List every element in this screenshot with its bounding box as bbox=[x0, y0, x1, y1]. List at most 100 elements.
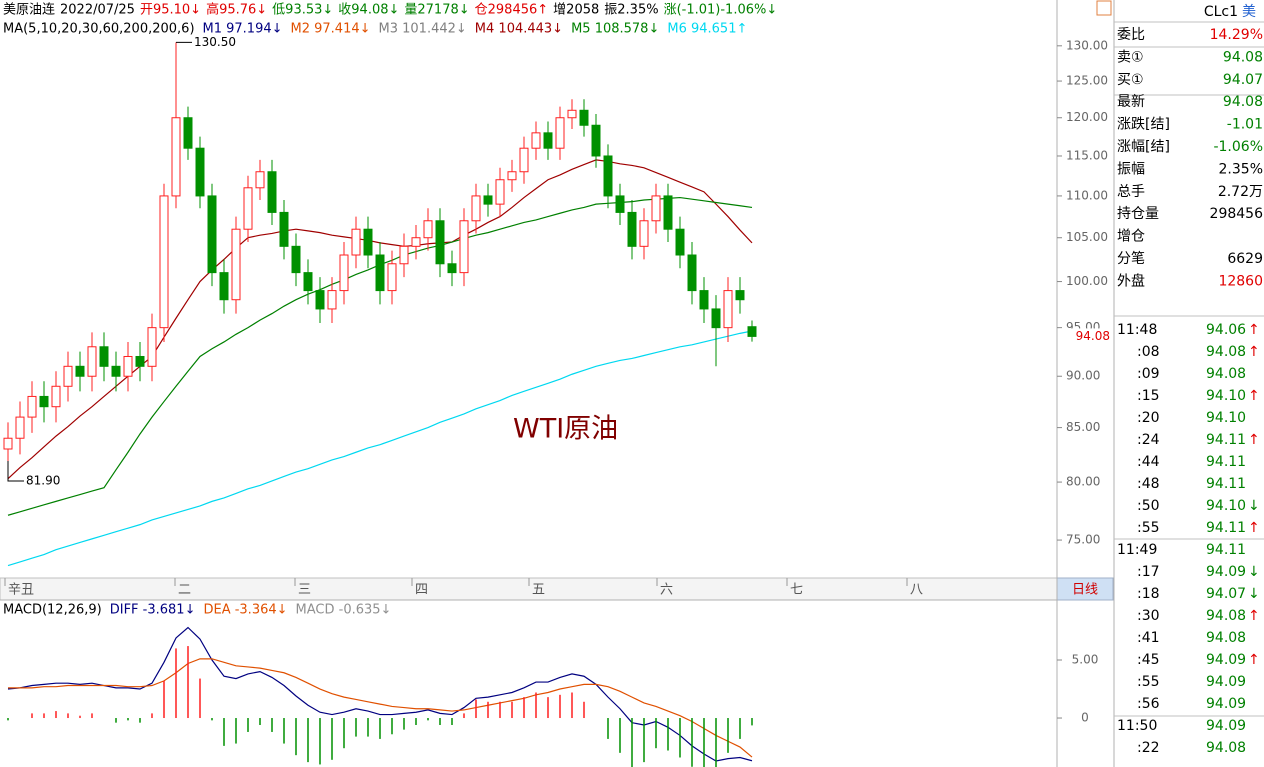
quote-label: 委比 bbox=[1117, 27, 1145, 43]
candle-body bbox=[411, 237, 421, 247]
tick-time: :15 bbox=[1137, 388, 1160, 404]
price-plot bbox=[3, 42, 757, 567]
candle-body bbox=[51, 385, 61, 408]
tick-time: :24 bbox=[1137, 432, 1160, 448]
candle-body bbox=[279, 211, 289, 247]
symbol: CLc1 bbox=[1204, 4, 1238, 20]
tick-time: 11:50 bbox=[1117, 718, 1157, 734]
tick-price: 94.08 bbox=[1206, 740, 1246, 756]
quote-label: 分笔 bbox=[1117, 251, 1145, 267]
candle-body bbox=[3, 437, 13, 450]
ma-legend: M4 104.443↓ bbox=[475, 22, 563, 37]
candle-body bbox=[495, 179, 505, 205]
quote-label: 总手 bbox=[1117, 184, 1145, 200]
y-tick-label: 130.00 bbox=[1066, 38, 1108, 52]
tick-direction: ↑ bbox=[1248, 520, 1260, 536]
candle-body bbox=[579, 109, 589, 126]
candle-body bbox=[327, 290, 337, 310]
candle-body bbox=[735, 290, 745, 301]
tick-time: :09 bbox=[1137, 366, 1160, 382]
quote-label: 持仓量 bbox=[1117, 206, 1159, 222]
tick-direction: ↓ bbox=[1248, 498, 1260, 514]
macd-line bbox=[7, 626, 753, 762]
y-tick-label: 105.00 bbox=[1066, 230, 1108, 244]
tick-direction: ↑ bbox=[1248, 344, 1260, 360]
y-tick-label: 120.00 bbox=[1066, 110, 1108, 124]
quote-label: 涨跌[结] bbox=[1117, 117, 1170, 133]
candle-body bbox=[663, 195, 673, 230]
tick-direction: ↑ bbox=[1248, 608, 1260, 624]
tick-price: 94.10 bbox=[1206, 498, 1246, 514]
candle-body bbox=[207, 195, 217, 274]
y-tick-label: 80.00 bbox=[1066, 475, 1100, 489]
tick-price: 94.08 bbox=[1206, 344, 1246, 360]
candle-body bbox=[435, 220, 445, 265]
macd-legend: MACD -0.635↓ bbox=[296, 603, 392, 618]
tick-time: :17 bbox=[1137, 564, 1160, 580]
tick-price: 94.08 bbox=[1206, 366, 1246, 382]
x-tick-label: 五 bbox=[532, 583, 545, 598]
quote-label: 买① bbox=[1117, 72, 1144, 88]
panel-button[interactable] bbox=[1096, 0, 1112, 16]
ma-legend: M1 97.194↓ bbox=[203, 22, 283, 37]
tick-price: 94.06 bbox=[1206, 322, 1246, 338]
header-item: 振2.35% bbox=[604, 3, 658, 18]
tick-price: 94.09 bbox=[1206, 564, 1246, 580]
candle-body bbox=[171, 117, 181, 197]
tick-price: 94.09 bbox=[1206, 652, 1246, 668]
header-item: 量27178↓ bbox=[404, 3, 469, 18]
tick-time: :22 bbox=[1137, 740, 1160, 756]
last-price: 94.08 bbox=[1076, 329, 1110, 343]
tick-price: 94.11 bbox=[1206, 432, 1246, 448]
candle-body bbox=[147, 327, 157, 367]
quote-value: 2.72万 bbox=[1218, 184, 1263, 200]
candle-body bbox=[219, 272, 229, 301]
y-tick-label: 100.00 bbox=[1066, 274, 1108, 288]
x-tick-label: 辛丑 bbox=[8, 583, 34, 598]
x-tick-label: 三 bbox=[298, 583, 311, 598]
tick-price: 94.11 bbox=[1206, 454, 1246, 470]
quote-value: 94.08 bbox=[1223, 49, 1263, 65]
tick-time: :55 bbox=[1137, 520, 1160, 536]
tick-time: 11:49 bbox=[1117, 542, 1157, 558]
market: 美 bbox=[1242, 4, 1256, 20]
header-item: 开95.10↓ bbox=[140, 3, 201, 18]
low-annotation: 81.90 bbox=[26, 473, 60, 487]
candle-body bbox=[87, 346, 97, 377]
macd-legend: DEA -3.364↓ bbox=[203, 603, 287, 618]
candle-body bbox=[39, 395, 49, 408]
candle-body bbox=[723, 290, 733, 329]
ma-label: MA(5,10,20,30,60,200,200,6) bbox=[3, 22, 195, 37]
quote-value: 6629 bbox=[1227, 251, 1263, 267]
candle-body bbox=[135, 355, 145, 367]
candle-body bbox=[15, 416, 25, 439]
candle-body bbox=[315, 290, 325, 310]
tick-price: 94.08 bbox=[1206, 608, 1246, 624]
tick-direction: ↑ bbox=[1248, 322, 1260, 338]
candle-body bbox=[387, 263, 397, 292]
tick-time: :55 bbox=[1137, 674, 1160, 690]
quote-label: 最新 bbox=[1117, 94, 1145, 110]
candle-body bbox=[447, 263, 457, 274]
ma-legend: M5 108.578↓ bbox=[571, 22, 659, 37]
macd-legend: DIFF -3.681↓ bbox=[110, 603, 196, 618]
quote-label: 涨幅[结] bbox=[1117, 139, 1170, 155]
candle-body bbox=[99, 346, 109, 367]
candle-body bbox=[339, 254, 349, 292]
tick-time: :44 bbox=[1137, 454, 1160, 470]
tick-price: 94.07 bbox=[1206, 586, 1246, 602]
tick-direction: ↑ bbox=[1248, 432, 1260, 448]
candle-body bbox=[111, 365, 121, 377]
quote-value: 298456 bbox=[1210, 206, 1264, 222]
candle-body bbox=[303, 272, 313, 292]
tick-direction: ↓ bbox=[1248, 586, 1260, 602]
header-item: 增2058 bbox=[553, 3, 599, 18]
ma-line bbox=[7, 330, 753, 567]
quote-value: 14.29% bbox=[1210, 27, 1263, 43]
quote-value: 94.08 bbox=[1223, 94, 1263, 110]
candle-body bbox=[591, 124, 601, 157]
candle-body bbox=[351, 228, 361, 256]
period-label: 日线 bbox=[1072, 583, 1098, 598]
y-tick-label: 5.00 bbox=[1072, 652, 1099, 666]
candle-body bbox=[459, 220, 469, 274]
